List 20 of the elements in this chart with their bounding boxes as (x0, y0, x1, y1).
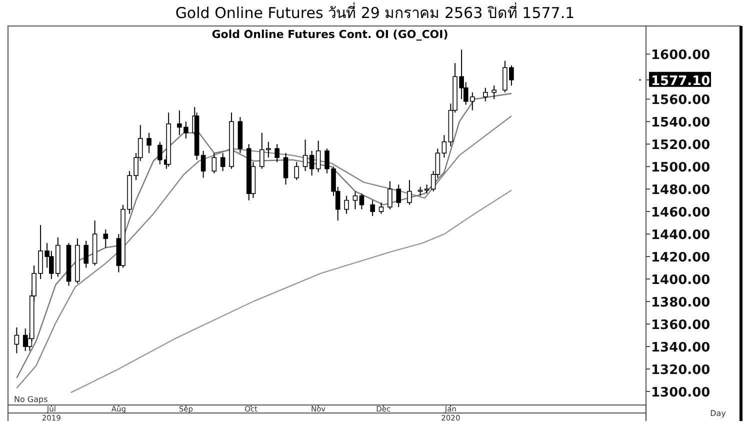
y-tick-label: 1500.00 (651, 160, 710, 176)
text: Day (710, 409, 726, 418)
chart-title: Gold Online Futures วันที่ 29 มกราคม 2563 ปิดที่ 1577.1 (175, 2, 575, 22)
y-tick-label: 1600.00 (651, 48, 710, 64)
y-tick-label: 1300.00 (651, 386, 710, 401)
y-tick-label: 1540.00 (651, 116, 710, 131)
y-tick-label: 1400.00 (651, 273, 710, 288)
annotation: No Gaps (14, 395, 48, 404)
y-tick-label: 1320.00 (651, 363, 710, 378)
y-tick-label: 1480.00 (651, 183, 710, 198)
y-tick-label: 1440.00 (651, 228, 710, 244)
y-tick-label: 1380.00 (651, 296, 710, 311)
chart-subtitle: Gold Online Futures Cont. OI (GO_COI) (212, 28, 448, 41)
y-tick-label: 1520.00 (651, 138, 710, 154)
y-tick-label: 1560.00 (651, 93, 710, 108)
y-tick-label: 1460.00 (651, 206, 710, 221)
y-tick-label: 1340.00 (651, 340, 710, 356)
y-tick-label: 1577.10 (651, 74, 710, 89)
y-tick-label: 1360.00 (651, 318, 710, 334)
y-tick-label: 1420.00 (651, 250, 710, 266)
